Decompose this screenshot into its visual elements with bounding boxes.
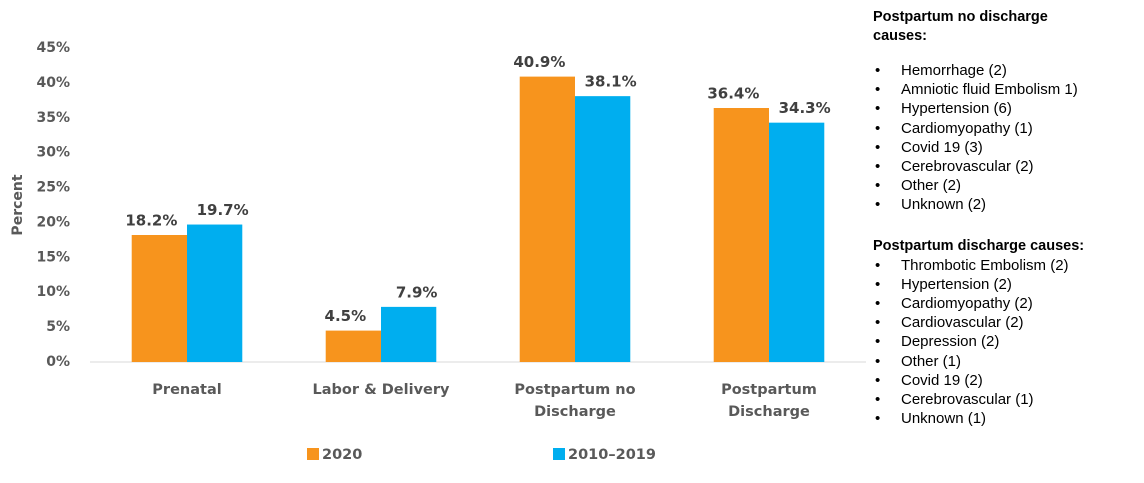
y-tick-label: 40%	[36, 75, 70, 91]
x-tick-label: Postpartum no Discharge	[514, 382, 636, 420]
notes-item: Hemorrhage (2)	[873, 61, 1141, 80]
notes-item: Cerebrovascular (1)	[873, 390, 1141, 409]
notes-item: Hypertension (6)	[873, 99, 1141, 118]
notes-item: Cerebrovascular (2)	[873, 157, 1141, 176]
notes: Postpartum no discharge causes: Hemorrhag…	[873, 8, 1141, 429]
value-label: 38.1%	[585, 73, 637, 91]
bar	[713, 108, 769, 363]
value-label: 34.3%	[779, 99, 831, 117]
notes-item: Unknown (1)	[873, 409, 1141, 428]
y-axis-label: Percent	[10, 174, 26, 235]
bar	[131, 235, 187, 362]
notes-item: Other (1)	[873, 352, 1141, 371]
notes-item: Other (2)	[873, 176, 1141, 195]
value-label: 19.7%	[197, 201, 249, 219]
legend-label: 2020	[322, 447, 362, 463]
notes-item: Thrombotic Embolism (2)	[873, 256, 1141, 275]
notes-heading: Postpartum no discharge causes:	[873, 9, 1048, 44]
bar	[381, 306, 437, 362]
notes-item: Unknown (2)	[873, 195, 1141, 214]
y-tick-label: 0%	[46, 354, 70, 370]
notes-item: Hypertension (2)	[873, 275, 1141, 294]
bar	[325, 330, 381, 362]
value-label: 36.4%	[707, 85, 759, 103]
y-tick-label: 45%	[36, 40, 70, 56]
value-label: 18.2%	[125, 212, 177, 230]
legend-swatch	[553, 448, 565, 460]
bar	[769, 122, 825, 362]
y-tick-label: 5%	[46, 319, 70, 335]
notes-heading: Postpartum discharge causes:	[873, 237, 1085, 254]
x-tick-label: Labor & Delivery	[312, 382, 450, 398]
y-tick-label: 25%	[36, 180, 70, 196]
notes-list: Hemorrhage (2)Amniotic fluid Embolism 1)…	[873, 61, 1141, 215]
notes-item: Amniotic fluid Embolism 1)	[873, 80, 1141, 99]
y-tick-label: 15%	[36, 249, 70, 265]
legend-swatch	[307, 448, 319, 460]
chart: Percent 0% 5% 10% 15% 20% 25% 30% 35% 40% 45% 18.2…	[10, 40, 866, 463]
y-tick-label: 10%	[36, 284, 70, 300]
value-label: 7.9%	[396, 283, 438, 301]
bar	[519, 76, 575, 362]
bar	[575, 96, 631, 362]
notes-list: Thrombotic Embolism (2)Hypertension (2)C…	[873, 256, 1141, 429]
value-label: 4.5%	[325, 307, 367, 325]
y-tick-label: 20%	[36, 214, 70, 230]
notes-item: Cardiomyopathy (2)	[873, 294, 1141, 313]
notes-item: Covid 19 (2)	[873, 371, 1141, 390]
x-tick-label: Postpartum Discharge	[721, 382, 817, 420]
y-tick-label: 35%	[36, 110, 70, 126]
notes-item: Depression (2)	[873, 332, 1141, 351]
notes-item: Cardiovascular (2)	[873, 313, 1141, 332]
notes-item: Cardiomyopathy (1)	[873, 119, 1141, 138]
y-tick-label: 30%	[36, 145, 70, 161]
notes-item: Covid 19 (3)	[873, 138, 1141, 157]
legend-label: 2010–2019	[568, 447, 656, 463]
x-tick-label: Prenatal	[152, 382, 222, 398]
value-label: 40.9%	[513, 53, 565, 71]
bar	[187, 224, 243, 362]
